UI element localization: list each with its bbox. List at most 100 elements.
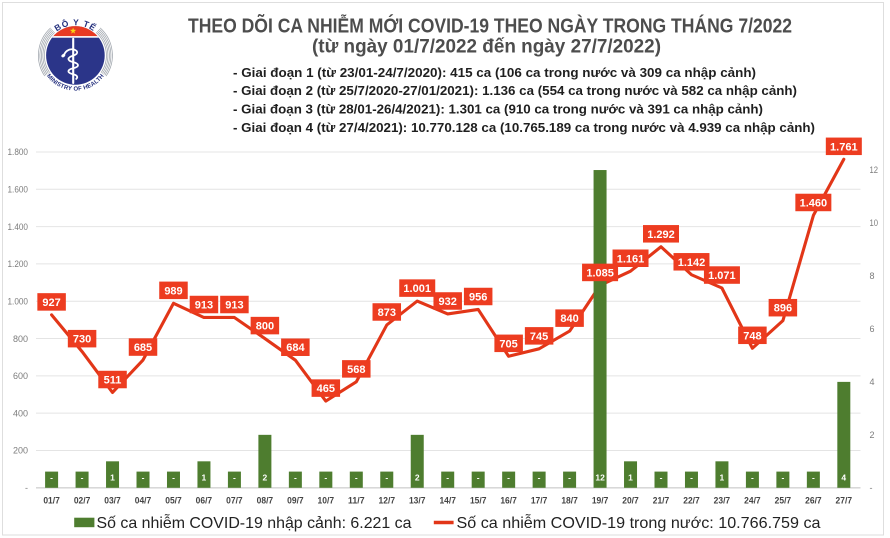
svg-text:12/7: 12/7 (379, 496, 396, 507)
svg-text:1.071: 1.071 (708, 270, 736, 282)
svg-text:13/7: 13/7 (409, 496, 426, 507)
svg-text:-: - (477, 473, 480, 483)
svg-text:-: - (355, 473, 358, 483)
svg-text:1.001: 1.001 (403, 283, 431, 295)
svg-text:1.460: 1.460 (800, 197, 828, 209)
svg-text:10: 10 (870, 218, 879, 228)
svg-text:-: - (324, 473, 327, 483)
svg-text:400: 400 (13, 408, 28, 418)
svg-text:26/7: 26/7 (805, 496, 822, 507)
svg-text:-: - (870, 483, 873, 493)
svg-text:17/7: 17/7 (531, 496, 548, 507)
svg-text:913: 913 (225, 300, 243, 312)
svg-text:1.400: 1.400 (8, 222, 29, 232)
svg-text:1: 1 (202, 473, 207, 483)
svg-text:08/7: 08/7 (257, 496, 274, 507)
svg-text:-: - (172, 473, 175, 483)
svg-text:748: 748 (743, 330, 761, 342)
svg-text:Số ca nhiễm COVID-19 nhập cảnh: Số ca nhiễm COVID-19 nhập cảnh: 6.221 ca (97, 513, 412, 532)
svg-text:-: - (385, 473, 388, 483)
svg-text:- Giai đoạn 3 (từ 28/01-26/4/2: - Giai đoạn 3 (từ 28/01-26/4/2021): 1.30… (233, 102, 763, 117)
svg-text:896: 896 (774, 303, 792, 315)
svg-text:-: - (660, 473, 663, 483)
svg-text:03/7: 03/7 (104, 496, 121, 507)
svg-text:(từ ngày 01/7/2022 đến ngày 27: (từ ngày 01/7/2022 đến ngày 27/7/2022) (312, 37, 661, 58)
svg-text:1: 1 (628, 473, 633, 483)
svg-text:1.085: 1.085 (586, 267, 614, 279)
svg-text:685: 685 (134, 342, 152, 354)
svg-text:-: - (812, 473, 815, 483)
svg-text:1.292: 1.292 (647, 229, 675, 241)
svg-text:1.142: 1.142 (678, 257, 706, 269)
svg-text:01/7: 01/7 (43, 496, 60, 507)
svg-text:- Giai đoạn 2 (từ 25/7/2020-27: - Giai đoạn 2 (từ 25/7/2020-27/01/2021):… (233, 83, 797, 98)
svg-text:1.200: 1.200 (8, 259, 29, 269)
svg-text:-: - (507, 473, 510, 483)
svg-text:956: 956 (469, 292, 487, 304)
svg-text:-: - (81, 473, 84, 483)
svg-text:THEO DÕI CA NHIỄM MỚI COVID-19: THEO DÕI CA NHIỄM MỚI COVID-19 THEO NGÀY… (188, 13, 792, 37)
svg-text:-: - (538, 473, 541, 483)
svg-text:932: 932 (439, 296, 457, 308)
svg-text:-: - (781, 473, 784, 483)
svg-text:23/7: 23/7 (714, 496, 731, 507)
svg-text:4: 4 (870, 377, 875, 387)
svg-text:4: 4 (841, 473, 846, 483)
svg-text:10/7: 10/7 (318, 496, 335, 507)
svg-text:12: 12 (870, 165, 879, 175)
svg-text:-: - (25, 483, 28, 493)
svg-text:-: - (751, 473, 754, 483)
svg-text:05/7: 05/7 (165, 496, 182, 507)
svg-text:25/7: 25/7 (775, 496, 792, 507)
svg-text:-: - (446, 473, 449, 483)
svg-text:Số ca nhiễm COVID-19 trong nướ: Số ca nhiễm COVID-19 trong nước: 10.766.… (457, 513, 821, 532)
svg-text:- Giai đoạn 1 (từ 23/01-24/7/2: - Giai đoạn 1 (từ 23/01-24/7/2020): 415 … (233, 65, 756, 80)
svg-text:07/7: 07/7 (226, 496, 243, 507)
svg-text:22/7: 22/7 (683, 496, 700, 507)
svg-text:989: 989 (164, 285, 182, 297)
svg-text:-: - (50, 473, 53, 483)
svg-text:11/7: 11/7 (348, 496, 365, 507)
svg-text:- Giai đoạn 4 (từ 27/4/2021):: - Giai đoạn 4 (từ 27/4/2021): 10.770.128… (233, 120, 815, 135)
svg-text:730: 730 (73, 334, 91, 346)
svg-text:-: - (690, 473, 693, 483)
svg-text:02/7: 02/7 (74, 496, 91, 507)
svg-text:568: 568 (347, 364, 365, 376)
svg-text:1: 1 (110, 473, 115, 483)
svg-text:19/7: 19/7 (592, 496, 609, 507)
svg-text:913: 913 (195, 300, 213, 312)
svg-text:20/7: 20/7 (622, 496, 639, 507)
svg-text:2: 2 (870, 430, 875, 440)
svg-text:800: 800 (13, 334, 28, 344)
svg-text:1.161: 1.161 (617, 253, 645, 265)
svg-text:200: 200 (13, 446, 28, 456)
svg-text:16/7: 16/7 (500, 496, 517, 507)
svg-text:873: 873 (378, 307, 396, 319)
svg-text:21/7: 21/7 (653, 496, 670, 507)
svg-text:15/7: 15/7 (470, 496, 487, 507)
svg-text:465: 465 (317, 383, 335, 395)
svg-text:-: - (294, 473, 297, 483)
svg-text:600: 600 (13, 371, 28, 381)
svg-text:04/7: 04/7 (135, 496, 152, 507)
svg-text:705: 705 (499, 338, 517, 350)
svg-text:927: 927 (42, 297, 60, 309)
svg-text:27/7: 27/7 (836, 496, 853, 507)
svg-text:1.000: 1.000 (8, 296, 29, 306)
svg-text:06/7: 06/7 (196, 496, 213, 507)
svg-text:18/7: 18/7 (561, 496, 578, 507)
svg-text:6: 6 (870, 324, 875, 334)
svg-text:24/7: 24/7 (744, 496, 761, 507)
svg-text:684: 684 (286, 342, 305, 354)
svg-text:1.761: 1.761 (830, 141, 858, 153)
svg-text:800: 800 (256, 321, 274, 333)
svg-text:2: 2 (263, 473, 268, 483)
svg-text:1: 1 (720, 473, 725, 483)
svg-text:511: 511 (104, 375, 122, 387)
svg-text:-: - (233, 473, 236, 483)
svg-text:-: - (568, 473, 571, 483)
svg-text:12: 12 (595, 473, 605, 483)
svg-text:840: 840 (560, 313, 578, 325)
svg-text:1.800: 1.800 (8, 147, 29, 157)
svg-text:2: 2 (415, 473, 420, 483)
